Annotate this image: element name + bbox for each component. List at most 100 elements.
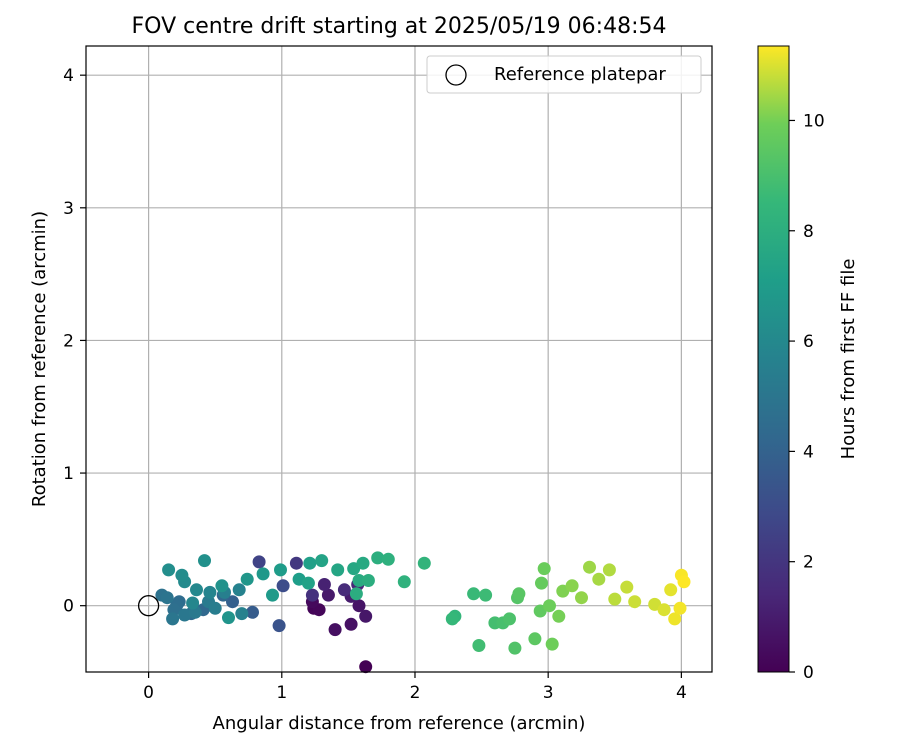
x-tick-label: 1 [276,683,287,703]
legend: Reference platepar [426,55,702,94]
colorbar-tick-label: 10 [803,111,825,131]
data-point [160,591,174,605]
data-point [664,583,678,597]
x-tick-label: 3 [543,683,554,703]
data-point [673,601,687,615]
y-tick-label: 1 [63,464,74,484]
data-point [352,574,366,587]
data-point [381,552,395,566]
colorbar-tick-label: 4 [803,442,814,462]
data-point [328,623,342,637]
y-axis-label: Rotation from reference (arcmin) [29,211,50,507]
data-point [445,612,459,626]
data-point [232,583,246,597]
data-point [575,591,588,605]
data-point [361,574,375,587]
y-tick-label: 0 [63,597,74,617]
data-point [397,575,411,589]
y-tick-label: 4 [63,66,74,86]
data-points [155,551,691,674]
data-point [190,583,203,597]
x-axis-label: Angular distance from reference (arcmin) [213,713,586,734]
x-axis-ticks: 0 1 2 3 4 [143,672,687,703]
data-point [303,556,317,570]
y-tick-label: 3 [63,199,74,219]
colorbar-gradient [757,45,790,673]
data-point [240,572,254,586]
colorbar-tick-label: 2 [803,553,814,573]
data-point [289,556,303,570]
data-point [537,562,551,576]
x-tick-label: 2 [410,683,421,703]
data-point [528,632,542,646]
data-point [349,587,363,601]
data-point [565,579,579,593]
data-point [256,567,270,581]
y-tick-label: 2 [63,331,74,351]
data-point [467,587,481,601]
data-point [276,579,290,593]
legend-marker [445,64,467,86]
data-point [359,660,373,674]
data-point [359,609,373,623]
colorbar-tick-label: 6 [803,332,814,352]
legend-box [426,55,702,94]
data-point [592,572,606,586]
data-point [503,612,516,626]
data-point [175,568,189,582]
data-point [272,619,286,633]
legend-label: Reference platepar [494,64,666,85]
data-point [356,556,370,570]
data-point [417,556,431,570]
data-point [535,576,548,590]
data-point [657,603,671,617]
data-point [203,585,217,599]
data-point [545,637,559,651]
data-point [305,588,319,602]
data-point [668,612,682,626]
data-point [620,580,634,594]
data-point [331,563,345,577]
colorbar-tick-label: 0 [803,663,814,683]
data-point [235,607,249,621]
data-point [543,599,556,613]
data-point [208,601,222,615]
data-point [317,578,331,591]
colorbar-ticks: 0 2 4 6 8 10 [789,111,825,683]
plot-frame [85,45,713,673]
data-point [352,599,366,613]
data-point [472,639,486,652]
data-point [512,587,526,601]
data-point [301,576,315,590]
data-point [222,611,235,625]
data-point [552,609,566,623]
data-point [479,588,493,602]
data-point [226,595,239,609]
data-point [274,563,287,577]
data-point [198,554,211,568]
data-point [337,583,351,597]
reference-marker-layer [137,595,160,617]
data-point [677,575,691,589]
y-axis-ticks: 0 1 2 3 4 [63,66,86,617]
data-point [344,617,358,631]
data-point [583,560,596,574]
data-point [315,554,329,568]
data-point [628,595,642,609]
colorbar: 0 2 4 6 8 10 Hours from first FF file [757,45,859,683]
data-point [252,555,266,569]
colorbar-tick-label: 8 [803,222,814,242]
data-point [215,579,229,593]
reference-platepar-marker [137,595,160,617]
x-tick-label: 0 [143,683,154,703]
data-point [246,605,259,619]
data-point [266,588,279,602]
data-point [602,563,616,577]
data-point [508,641,522,655]
chart-title: FOV centre drift starting at 2025/05/19 … [132,14,667,39]
colorbar-label: Hours from first FF file [838,259,859,460]
data-point [608,592,622,606]
x-tick-label: 4 [676,683,687,703]
data-point [166,612,180,626]
